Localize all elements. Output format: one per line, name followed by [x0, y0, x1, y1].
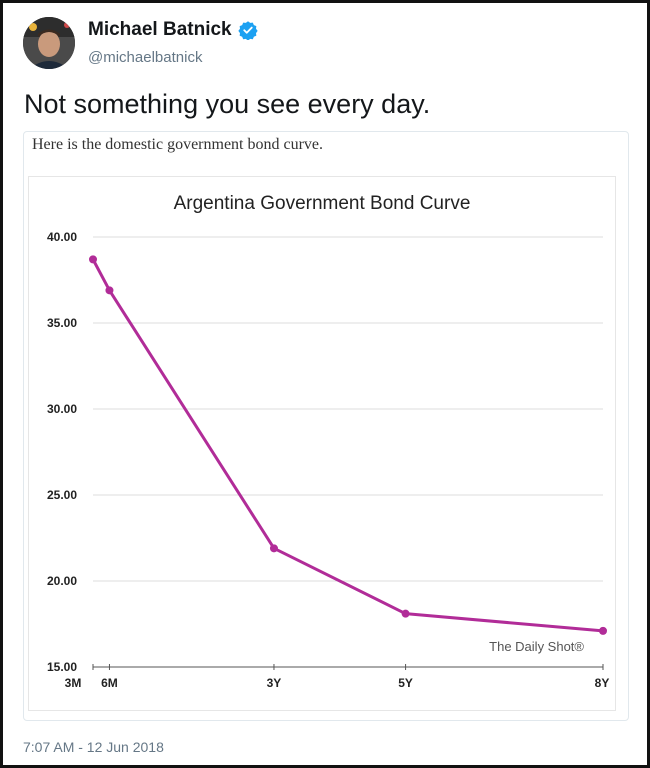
verified-badge-icon — [237, 21, 258, 40]
media-caption: Here is the domestic government bond cur… — [32, 136, 324, 153]
user-avatar-icon — [23, 17, 75, 69]
data-point — [89, 255, 97, 264]
y-tick-label: 40.00 — [47, 230, 77, 244]
media-card[interactable]: Here is the domestic government bond cur… — [23, 131, 629, 721]
data-point — [599, 626, 607, 635]
y-tick-label: 35.00 — [47, 316, 77, 330]
x-tick-label: 8Y — [595, 676, 610, 690]
y-tick-label: 15.00 — [47, 660, 77, 674]
x-tick-label: 6M — [101, 676, 118, 690]
tweet-text: Not something you see every day. — [24, 89, 431, 119]
bond-curve-chart: 15.00 20.00 25.00 30.00 35.00 40.00 3M 6M 3Y 5Y 8… — [47, 193, 610, 690]
chart-watermark: The Daily Shot® — [489, 639, 584, 654]
y-tick-label: 25.00 — [47, 488, 77, 502]
x-tick-label: 3M — [65, 676, 82, 690]
x-tick-label: 3Y — [267, 676, 282, 690]
x-tick-label: 5Y — [398, 676, 413, 690]
data-point — [269, 544, 278, 553]
chart-title: Argentina Government Bond Curve — [174, 193, 471, 214]
series-line — [91, 258, 604, 633]
data-point — [105, 286, 114, 295]
author-handle[interactable]: @michaelbatnick — [88, 49, 203, 66]
data-point — [401, 609, 410, 618]
author-name-row: Michael Batnick — [88, 19, 258, 41]
chart-container: 15.00 20.00 25.00 30.00 35.00 40.00 3M 6M 3Y 5Y 8… — [28, 176, 616, 711]
tweet-timestamp[interactable]: 7:07 AM - 12 Jun 2018 — [23, 739, 164, 755]
author-name[interactable]: Michael Batnick — [88, 19, 232, 40]
y-tick-label: 20.00 — [47, 574, 77, 588]
y-tick-label: 30.00 — [47, 402, 77, 416]
avatar[interactable] — [23, 17, 75, 69]
